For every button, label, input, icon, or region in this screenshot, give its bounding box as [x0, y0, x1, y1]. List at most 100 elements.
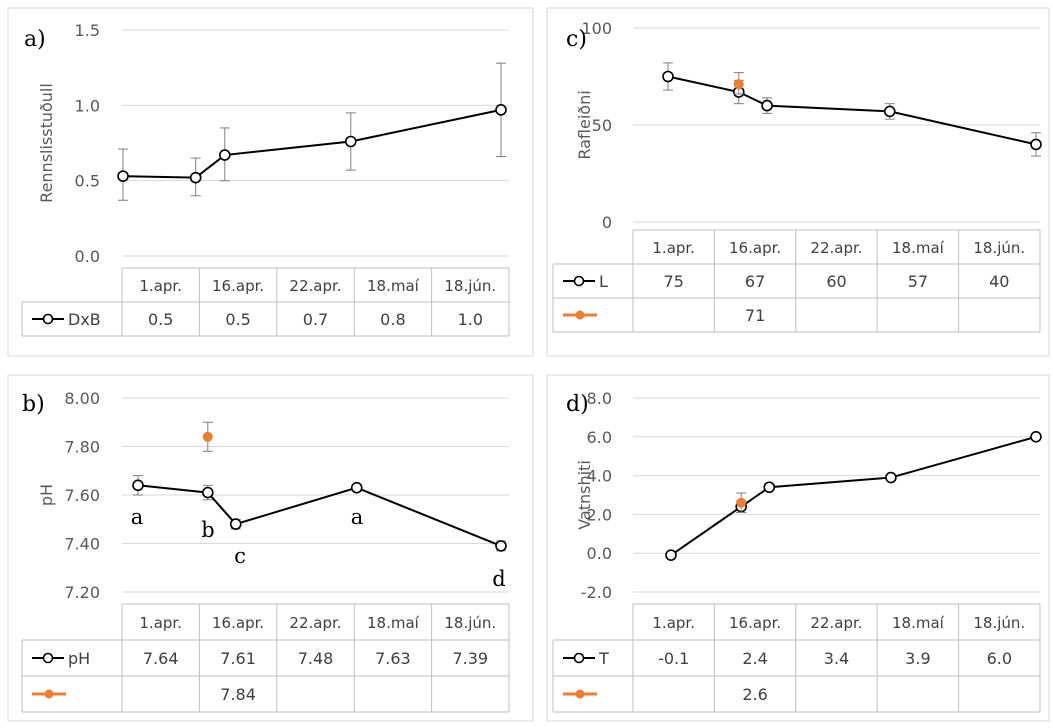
y-axis-label: Vatnshiti: [575, 460, 594, 530]
y-tick-label: 100: [581, 19, 612, 38]
y-tick-label: 1.5: [75, 21, 100, 40]
y-tick-label: 7.80: [64, 438, 100, 457]
x-category-label: 18.maí: [892, 239, 945, 257]
data-point: [1030, 138, 1042, 151]
data-point: [665, 549, 677, 561]
data-point: [495, 104, 507, 116]
table-value: 7.61: [220, 649, 256, 668]
data-point: [229, 518, 242, 530]
panel-frame: [7, 374, 534, 722]
chart-panel-dxb: 0.0 0.5 1.0 1.5 Rennslisstuðull a) 1.apr. 16.ap…: [7, 7, 534, 357]
table-value: 0.7: [303, 310, 328, 329]
legend-marker-key: [42, 652, 54, 664]
y-tick-label: 50: [592, 116, 612, 135]
data-point: [350, 481, 363, 494]
table-value: 71: [745, 306, 765, 325]
x-category-label: 18.maí: [367, 614, 420, 632]
data-point-orange: [202, 431, 213, 442]
data-point-orange: [733, 79, 744, 90]
table-value: 2.6: [742, 685, 767, 704]
table-value: 67: [745, 272, 765, 291]
data-point: [189, 171, 202, 184]
table-value: 7.84: [220, 685, 256, 704]
y-tick-label: 7.40: [64, 535, 100, 554]
table-value: 57: [908, 272, 928, 291]
legend-series-name: L: [599, 272, 608, 291]
y-tick-label: 8.0: [587, 389, 612, 408]
y-tick-label: 0: [602, 213, 612, 232]
legend-series-name: DxB: [68, 310, 101, 329]
y-tick-label: 0.0: [587, 544, 612, 563]
y-axis-label: Rennslisstuðull: [37, 83, 56, 203]
chart-panel-ec: 0 50 100 Rafleiðni c) 1.apr. 16.apr. 22.apr. 18.…: [546, 7, 1050, 357]
table-value: 60: [826, 272, 846, 291]
x-category-label: 16.apr.: [212, 277, 264, 295]
y-axis-label: pH: [37, 484, 56, 506]
panel-label: b): [22, 392, 45, 417]
data-point: [202, 486, 214, 499]
significance-letter: c: [234, 544, 246, 568]
table-value: 7.63: [375, 649, 411, 668]
y-tick-label: 0.0: [75, 247, 100, 266]
data-point-orange: [736, 497, 747, 508]
x-category-label: 1.apr.: [652, 239, 695, 257]
chart-panel-ph: 7.20 7.40 7.60 7.80 8.00 pH b) 1.apr. 16.apr. 22.…: [7, 374, 534, 722]
chart-panel-temp: -2.0 0.0 2.0 4.0 6.0 8.0 Vatnshiti d) 1.apr. 16.a…: [546, 374, 1050, 722]
legend-marker-key: [573, 275, 585, 287]
table-value: 0.8: [380, 310, 405, 329]
x-category-label: 18.maí: [367, 277, 420, 295]
x-category-label: 22.apr.: [810, 614, 862, 632]
table-value: 3.4: [824, 649, 849, 668]
data-point: [132, 479, 144, 492]
y-tick-label: 8.00: [64, 389, 100, 408]
data-point: [885, 471, 897, 484]
legend-marker-key-orange: [44, 689, 54, 699]
table-value: 2.4: [742, 649, 767, 668]
y-axis-label: Rafleiðni: [575, 90, 594, 159]
x-category-label: 1.apr.: [652, 614, 695, 632]
significance-letter: a: [351, 505, 364, 529]
x-category-label: 18.maí: [892, 614, 945, 632]
table-value: -0.1: [658, 649, 689, 668]
x-category-label: 16.apr.: [729, 239, 781, 257]
x-category-label: 22.apr.: [289, 614, 341, 632]
legend-marker-key-orange: [575, 310, 585, 320]
significance-letter: d: [492, 567, 505, 591]
panel-label: c): [566, 27, 587, 52]
x-category-label: 16.apr.: [212, 614, 264, 632]
data-point: [218, 149, 231, 161]
x-category-label: 16.apr.: [729, 614, 781, 632]
table-value: 6.0: [987, 649, 1012, 668]
legend-marker-key: [42, 313, 54, 325]
y-tick-label: 0.5: [75, 172, 100, 191]
panel-frame: [7, 7, 534, 357]
table-value: 7.48: [298, 649, 334, 668]
table-value: 40: [989, 272, 1009, 291]
legend-series-name: T: [598, 649, 609, 668]
y-tick-label: 4.0: [587, 467, 612, 486]
data-point: [1030, 430, 1042, 443]
data-point: [662, 70, 674, 83]
y-tick-label: 6.0: [587, 428, 612, 447]
x-category-label: 1.apr.: [139, 277, 182, 295]
legend-marker-key-orange: [575, 689, 585, 699]
y-tick-label: 1.0: [75, 96, 100, 115]
panel-frame: [546, 374, 1050, 722]
x-category-label: 18.jún.: [444, 614, 496, 632]
legend-series-name: pH: [68, 649, 90, 668]
data-point: [344, 135, 357, 148]
table-value: 3.9: [905, 649, 930, 668]
significance-letter: b: [201, 518, 214, 542]
x-category-label: 18.jún.: [973, 239, 1025, 257]
panel-label: d): [566, 392, 589, 417]
x-category-label: 1.apr.: [139, 614, 182, 632]
x-category-label: 18.jún.: [444, 277, 496, 295]
data-point: [761, 99, 773, 112]
table-value: 75: [664, 272, 684, 291]
data-point: [495, 540, 507, 552]
table-value: 7.39: [452, 649, 488, 668]
x-category-label: 18.jún.: [973, 614, 1025, 632]
data-point: [883, 105, 896, 118]
table-value: 0.5: [148, 310, 173, 329]
